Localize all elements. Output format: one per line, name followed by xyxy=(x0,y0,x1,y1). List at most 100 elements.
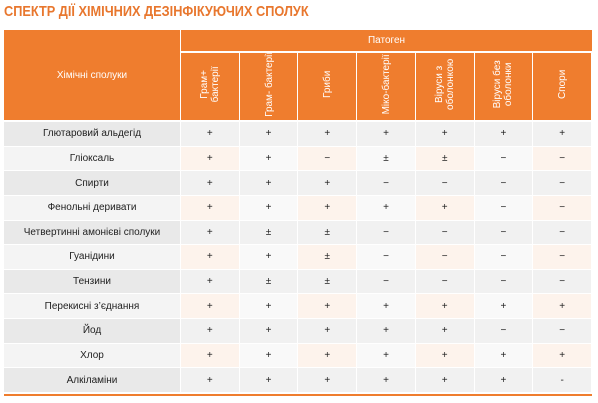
cell: + xyxy=(298,122,357,146)
column-header: Віруси без оболонки xyxy=(492,60,515,109)
cell: + xyxy=(181,171,239,195)
cell: − xyxy=(357,269,415,294)
cell: − xyxy=(474,269,533,294)
row-label: Перекисні з’єднання xyxy=(4,294,180,319)
cell: + xyxy=(181,220,239,245)
column-header-bg xyxy=(181,53,239,120)
title: СПЕКТР ДІЇ ХІМІЧНИХ ДЕЗІНФІКУЮЧИХ СПОЛУК xyxy=(4,3,309,20)
column-header-bg xyxy=(357,53,415,120)
cell: ± xyxy=(298,269,357,294)
cell: − xyxy=(474,220,533,245)
cell: + xyxy=(239,319,298,343)
cell: − xyxy=(298,146,357,171)
cell: − xyxy=(474,171,533,195)
cell: + xyxy=(357,319,415,343)
column-header: Віруси з оболонкою xyxy=(434,58,457,111)
column-header-bg xyxy=(298,53,357,120)
cell: + xyxy=(181,368,239,392)
cell: + xyxy=(357,294,415,319)
row-label: Йод xyxy=(4,319,180,343)
row-label: Тензини xyxy=(4,269,180,294)
cell: − xyxy=(533,319,591,343)
cell: − xyxy=(533,269,591,294)
cell: + xyxy=(533,343,591,368)
cell: + xyxy=(415,368,474,392)
cell: + xyxy=(415,319,474,343)
column-header: Міко-бактерії xyxy=(380,54,392,115)
cell: + xyxy=(181,122,239,146)
row-label: Алкіламіни xyxy=(4,368,180,392)
row-label: Хлор xyxy=(4,343,180,368)
cell: + xyxy=(181,146,239,171)
bottom-rule xyxy=(4,394,592,396)
cell: + xyxy=(474,343,533,368)
cell: + xyxy=(181,294,239,319)
cell: − xyxy=(533,245,591,269)
cell: + xyxy=(239,122,298,146)
cell: + xyxy=(357,122,415,146)
cell: − xyxy=(474,245,533,269)
cell: + xyxy=(474,122,533,146)
cell: ± xyxy=(239,269,298,294)
column-header: Спори xyxy=(557,69,569,100)
cell: + xyxy=(415,294,474,319)
cell: + xyxy=(415,122,474,146)
cell: + xyxy=(357,195,415,220)
row-label: Глютаровий альдегід xyxy=(4,122,180,146)
cell: + xyxy=(298,319,357,343)
column-header-bg xyxy=(533,53,591,120)
row-label: Гуанідини xyxy=(4,245,180,269)
cell: + xyxy=(298,294,357,319)
corner-header: Хімічні сполуки xyxy=(4,30,180,120)
cell: − xyxy=(415,245,474,269)
cell: + xyxy=(239,171,298,195)
cell: ± xyxy=(298,245,357,269)
cell: + xyxy=(298,343,357,368)
cell: + xyxy=(239,245,298,269)
cell: + xyxy=(357,368,415,392)
column-header: Грам+ бактерії xyxy=(199,66,222,103)
cell: + xyxy=(181,195,239,220)
row-label: Спирти xyxy=(4,171,180,195)
cell: − xyxy=(415,220,474,245)
column-header-bg xyxy=(415,53,474,120)
column-header-bg xyxy=(239,53,298,120)
cell: − xyxy=(357,245,415,269)
cell: − xyxy=(474,319,533,343)
cell: − xyxy=(533,146,591,171)
cell: + xyxy=(415,195,474,220)
cell: ± xyxy=(298,220,357,245)
cell: − xyxy=(415,171,474,195)
cell: − xyxy=(474,195,533,220)
cell: + xyxy=(181,343,239,368)
cell: − xyxy=(533,195,591,220)
cell: + xyxy=(181,245,239,269)
cell: − xyxy=(533,171,591,195)
cell: + xyxy=(239,146,298,171)
cell: ± xyxy=(357,146,415,171)
cell: + xyxy=(239,294,298,319)
cell: + xyxy=(533,294,591,319)
column-header: Грам- бактерії xyxy=(263,51,275,118)
cell: + xyxy=(415,343,474,368)
cell: + xyxy=(474,368,533,392)
cell: ± xyxy=(415,146,474,171)
cell: + xyxy=(357,343,415,368)
row-label: Четвертинні амонієві сполуки xyxy=(4,220,180,245)
cell: − xyxy=(533,220,591,245)
cell: + xyxy=(181,269,239,294)
cell: + xyxy=(181,319,239,343)
cell: + xyxy=(298,171,357,195)
cell: − xyxy=(357,220,415,245)
cell: + xyxy=(239,343,298,368)
cell: + xyxy=(298,368,357,392)
cell: + xyxy=(533,122,591,146)
cell: − xyxy=(415,269,474,294)
column-header: Гриби xyxy=(322,70,334,99)
cell: + xyxy=(239,368,298,392)
cell: + xyxy=(474,294,533,319)
cell: − xyxy=(357,171,415,195)
row-label: Гліоксаль xyxy=(4,146,180,171)
row-label: Фенольні деривати xyxy=(4,195,180,220)
